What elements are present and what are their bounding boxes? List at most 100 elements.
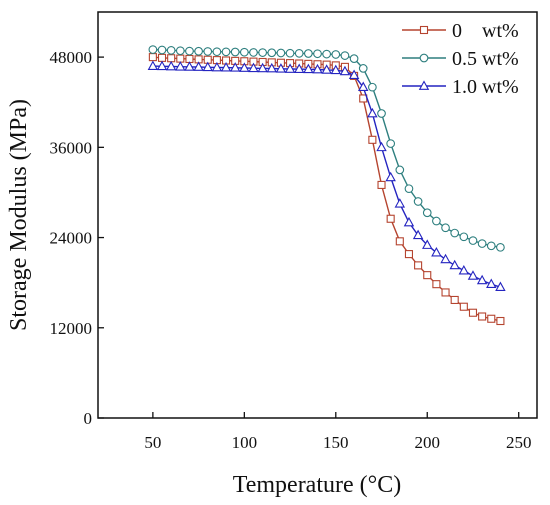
data-point [450,295,459,305]
data-point [441,288,450,297]
data-point [304,49,313,58]
data-point [249,48,258,57]
x-tick-label: 50 [144,433,161,452]
data-point [459,232,469,242]
y-tick-label: 12000 [50,319,93,338]
data-point [441,223,450,233]
data-point [193,61,204,71]
series-0 [148,53,505,326]
data-point [175,61,186,71]
data-point [322,49,331,59]
legend-marker [418,80,430,90]
plot-frame [97,11,538,419]
data-point [377,180,386,189]
x-tick-label: 150 [323,433,349,452]
data-point [184,61,195,71]
data-point [468,308,478,317]
legend-label: 1.0 wt% [452,76,519,98]
data-point [487,314,496,323]
data-point [432,216,441,226]
data-point [156,60,168,71]
data-point [368,82,377,92]
legend-item: 0.5 wt% [402,48,519,70]
data-point [376,141,387,152]
data-point [486,278,497,289]
data-point [496,242,505,252]
data-point [349,54,359,63]
data-point [220,61,232,72]
x-tick-label: 100 [232,433,258,452]
data-point [403,216,415,227]
legend-label: 0.5 wt% [452,48,519,70]
legend-label: 0 wt% [452,20,519,42]
series-line [152,48,501,248]
data-point [267,48,277,58]
data-point [486,241,496,251]
data-point [312,63,323,74]
x-axis: 50 100 150 200 250 [144,412,531,452]
data-point [258,48,267,57]
data-point [230,47,240,57]
y-tick-label: 0 [84,409,93,428]
data-point [496,316,505,326]
data-point [303,63,314,74]
data-point [386,214,395,223]
data-point [340,51,350,60]
data-point [203,47,213,56]
data-point [284,63,296,73]
series-1 [148,45,505,252]
data-point [239,47,249,57]
data-point [386,139,396,148]
x-tick-label: 200 [415,433,441,452]
data-point [414,261,423,270]
data-point [449,259,460,270]
data-point [467,270,479,280]
data-point [412,229,424,240]
data-point [450,228,460,238]
data-point [293,63,305,73]
legend-marker [419,25,429,35]
data-point [357,81,369,92]
data-point [202,61,213,72]
data-point [468,236,478,245]
y-axis: 0 12000 24000 36000 48000 [50,48,104,428]
legend-item: 1.0 wt% [402,76,519,98]
data-point [147,60,159,70]
data-point [422,239,433,249]
data-point [440,253,451,264]
data-point [348,69,360,80]
legend-item: 0 wt% [402,20,519,42]
data-point [478,312,487,321]
legend: 0 wt% 0.5 wt% 1.0 wt% [402,20,519,98]
data-point [294,49,304,58]
data-point [368,135,377,144]
data-point [339,65,351,76]
data-point [266,62,278,73]
data-point [395,165,405,175]
y-axis-title: Storage Modulus (MPa) [6,99,32,331]
data-point [148,45,158,54]
data-point [423,271,432,280]
data-point [176,54,185,63]
data-point [257,62,268,73]
data-point [495,281,506,292]
data-point [275,63,287,73]
data-point [330,64,342,75]
x-axis-title: Temperature (°C) [233,472,402,498]
y-tick-label: 48000 [50,48,93,67]
data-point [248,62,259,73]
series-line [152,65,501,288]
series-2 [147,60,506,292]
legend-marker [419,53,429,63]
data-point [276,48,286,58]
data-point [394,198,406,208]
x-tick-label: 250 [506,433,532,452]
data-point [175,46,185,56]
data-point [476,274,488,285]
data-point [413,197,423,206]
data-point [458,264,470,275]
data-point [331,50,341,59]
y-tick-label: 36000 [50,138,93,157]
data-point [166,45,176,55]
